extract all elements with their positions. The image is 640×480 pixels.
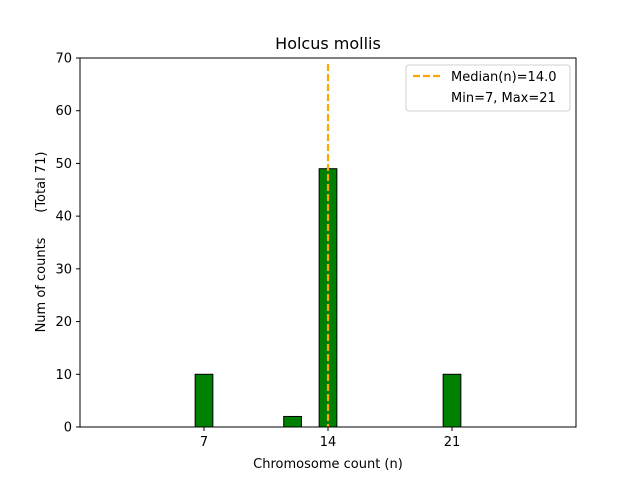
- bar: [194, 373, 214, 428]
- bars: [97, 168, 514, 428]
- x-tick-label: 21: [444, 435, 461, 450]
- x-tick-label: 14: [320, 435, 337, 450]
- legend-entry-median: Median(n)=14.0: [451, 70, 557, 85]
- y-tick-label: 40: [55, 210, 72, 225]
- y-tick-label: 70: [55, 52, 72, 67]
- legend-entry-range: Min=7, Max=21: [451, 91, 556, 106]
- y-tick-label: 20: [55, 315, 72, 330]
- y-axis-ticks: 0 10 20 30 40 50 60 70: [55, 52, 80, 436]
- y-tick-label: 30: [55, 262, 72, 277]
- y-tick-label: 0: [64, 421, 72, 436]
- y-axis-label: Num of counts (Total 71): [34, 152, 49, 333]
- x-axis-label: Chromosome count (n): [253, 457, 403, 472]
- x-axis-ticks: 7 14 21: [200, 427, 460, 450]
- bar: [283, 415, 302, 428]
- x-tick-label: 7: [200, 435, 208, 450]
- y-tick-label: 10: [55, 368, 72, 383]
- legend: Median(n)=14.0 Min=7, Max=21: [405, 64, 571, 112]
- bar: [442, 373, 462, 428]
- chart-title: Holcus mollis: [275, 34, 381, 53]
- legend-box: [405, 64, 571, 112]
- y-tick-label: 60: [55, 104, 72, 119]
- y-tick-label: 50: [55, 157, 72, 172]
